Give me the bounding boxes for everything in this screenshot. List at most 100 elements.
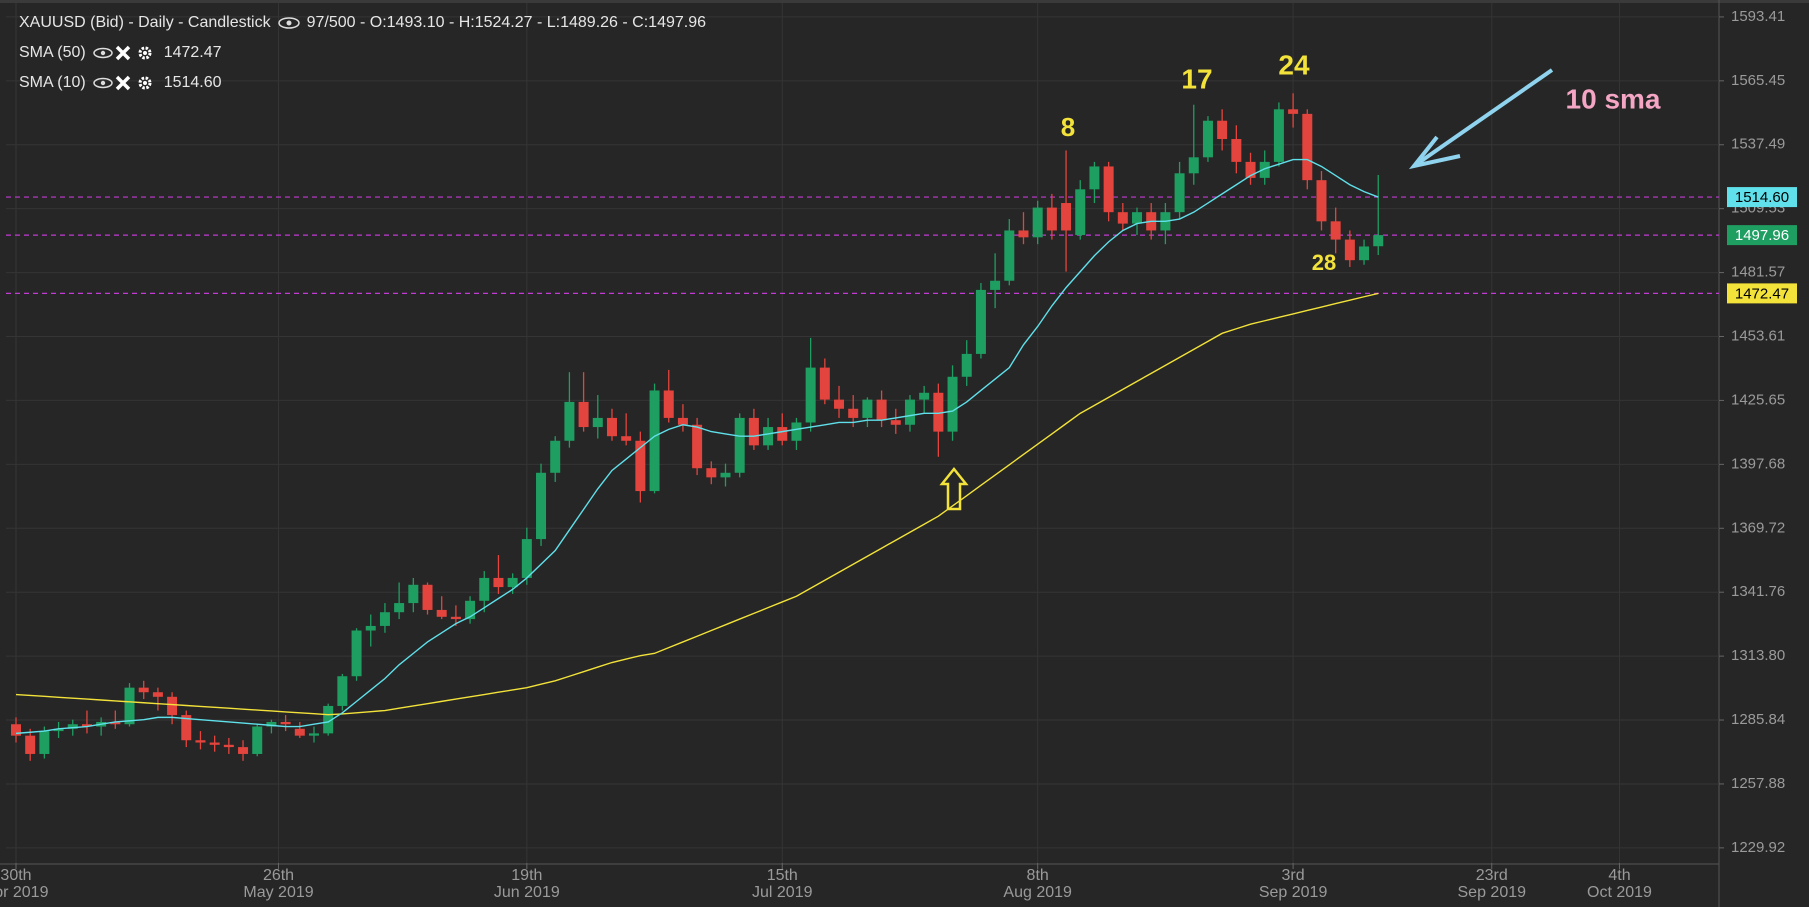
x-tick-sublabel: Jun 2019: [494, 884, 560, 901]
y-tick-label: 1313.80: [1731, 647, 1785, 664]
annotation: 8: [1061, 112, 1075, 142]
sma-line: [15, 292, 1379, 716]
candle-body: [25, 735, 36, 754]
candle-body: [777, 427, 788, 441]
candle-body: [521, 539, 532, 578]
annotation: 10 sma: [1566, 83, 1661, 114]
candle-body: [110, 721, 121, 725]
candle-body: [67, 724, 78, 729]
candle-body: [223, 744, 234, 748]
candle-body: [720, 472, 731, 478]
candle-body: [1018, 230, 1029, 238]
annotation: 24: [1278, 49, 1310, 80]
header-row: XAUUSD (Bid) - Daily - Candlestick 97/50…: [19, 14, 706, 32]
candle-body: [621, 436, 632, 441]
candle-body: [1344, 239, 1355, 261]
price-tag: [1727, 187, 1797, 208]
candle-body: [1288, 109, 1299, 114]
candle-body: [947, 376, 958, 432]
candle-body: [450, 616, 461, 620]
x-tick-sublabel: Sep 2019: [1458, 884, 1527, 901]
candle-body: [748, 417, 759, 446]
x-tick-label: 26th: [263, 867, 294, 884]
legend-entry: SMA (50) 1472.47: [19, 44, 222, 62]
price-tag: [1727, 225, 1797, 246]
top-border: [0, 0, 1809, 3]
candle-body: [124, 687, 135, 725]
candle-body: [1046, 207, 1057, 231]
y-tick-label: 1229.92: [1731, 839, 1785, 856]
up-arrow: [939, 466, 969, 511]
candle-body: [1004, 230, 1015, 281]
annotation-arrow: [1412, 68, 1554, 168]
candle-body: [692, 424, 703, 469]
candle-body: [1174, 173, 1185, 213]
x-tick-sublabel: Jul 2019: [752, 884, 813, 901]
candle-body: [323, 705, 334, 734]
candle-body: [1259, 161, 1270, 178]
candle-body: [1330, 221, 1341, 240]
candle-body: [238, 747, 249, 754]
candle-body: [975, 289, 986, 354]
candle-body: [337, 676, 348, 706]
legend-icons[interactable]: [92, 75, 158, 91]
legend-name: SMA (10): [19, 74, 86, 91]
candle-body: [209, 742, 220, 745]
price-tag-label: 1472.47: [1735, 285, 1789, 302]
candle-body: [635, 440, 646, 492]
candle-body: [1202, 120, 1213, 158]
x-tick-sublabel: May 2019: [243, 884, 313, 901]
candle-body: [351, 630, 362, 677]
candle-body: [649, 390, 660, 492]
candle-body: [1302, 113, 1313, 181]
candle-body: [706, 468, 717, 478]
y-tick-label: 1425.65: [1731, 391, 1785, 408]
candle-body: [195, 740, 206, 743]
legend-icons[interactable]: [92, 45, 158, 61]
candle-body: [1217, 120, 1228, 140]
x-tick-label: 30th: [0, 867, 31, 884]
candle-body: [1117, 212, 1128, 224]
candle-body: [848, 408, 859, 418]
candle-body: [904, 399, 915, 425]
candle-body: [479, 577, 490, 601]
candle-body: [465, 600, 476, 620]
legend-entry: SMA (10) 1514.60: [19, 74, 222, 92]
candle-body: [53, 728, 64, 732]
y-tick-label: 1285.84: [1731, 711, 1785, 728]
candle-body: [252, 726, 263, 754]
legend-value: 1472.47: [163, 44, 222, 61]
candle-body: [365, 625, 376, 631]
legend-name: SMA (50): [19, 44, 86, 61]
eye-icon[interactable]: [277, 16, 301, 30]
candle-body: [734, 417, 745, 473]
ohlc-info: 97/500 - O:1493.10 - H:1524.27 - L:1489.…: [306, 14, 706, 31]
candle-body: [564, 401, 575, 441]
candle-body: [379, 612, 390, 626]
candle-body: [1089, 166, 1100, 190]
candle-body: [592, 417, 603, 428]
candle-body: [507, 577, 518, 588]
x-tick-sublabel: Apr 2019: [0, 884, 49, 901]
candle-body: [606, 417, 617, 437]
candle-body: [11, 724, 21, 736]
candle-body: [1032, 207, 1043, 238]
chart-title: XAUUSD (Bid) - Daily - Candlestick: [19, 14, 271, 31]
candle-body: [266, 721, 277, 727]
price-tag: [1727, 283, 1797, 304]
x-tick-label: 4th: [1608, 867, 1630, 884]
price-tag-label: 1497.96: [1735, 227, 1789, 244]
candle-body: [763, 427, 774, 446]
y-tick-label: 1593.41: [1731, 8, 1785, 25]
candle-body: [436, 609, 447, 617]
candle-body: [1061, 203, 1072, 231]
candle-body: [805, 367, 816, 423]
candle-body: [493, 577, 504, 588]
y-tick-label: 1537.49: [1731, 136, 1785, 153]
candle-body: [919, 392, 930, 400]
candle-body: [138, 687, 149, 693]
x-tick-sublabel: Oct 2019: [1587, 884, 1652, 901]
candle-body: [876, 399, 887, 421]
